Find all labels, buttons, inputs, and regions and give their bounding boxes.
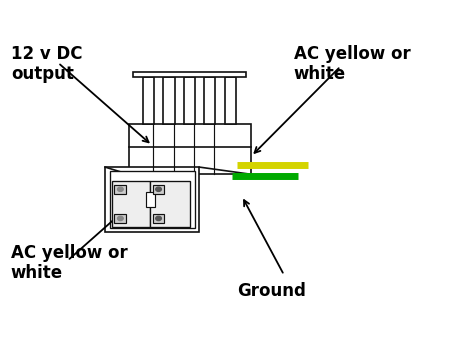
Circle shape (118, 216, 123, 221)
Text: 12 v DC
output: 12 v DC output (11, 45, 82, 83)
Bar (150, 181, 190, 227)
Bar (204, 77, 215, 124)
Bar (112, 181, 150, 227)
Circle shape (156, 187, 161, 191)
Bar (184, 77, 195, 124)
Bar (115, 214, 126, 223)
Bar (128, 124, 251, 174)
Circle shape (118, 187, 123, 191)
Bar (110, 171, 195, 228)
Text: AC yellow or
white: AC yellow or white (11, 244, 128, 282)
Bar (115, 185, 126, 194)
Bar (153, 214, 164, 223)
Bar (225, 77, 236, 124)
Text: AC yellow or
white: AC yellow or white (293, 45, 410, 83)
Bar (146, 192, 155, 207)
Bar (153, 185, 164, 194)
Bar (143, 77, 154, 124)
Bar (164, 77, 174, 124)
Text: Ground: Ground (237, 282, 306, 300)
Bar (133, 72, 246, 77)
Bar (105, 167, 199, 232)
Circle shape (156, 216, 161, 221)
